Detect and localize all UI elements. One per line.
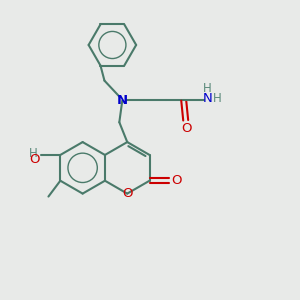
Text: O: O — [29, 153, 40, 167]
Text: O: O — [122, 187, 133, 200]
Text: N: N — [117, 94, 128, 107]
Text: O: O — [182, 122, 192, 135]
Text: H: H — [213, 92, 222, 105]
Text: O: O — [171, 174, 181, 187]
Text: N: N — [202, 92, 212, 105]
Text: H: H — [203, 82, 212, 95]
Text: H: H — [29, 148, 38, 160]
